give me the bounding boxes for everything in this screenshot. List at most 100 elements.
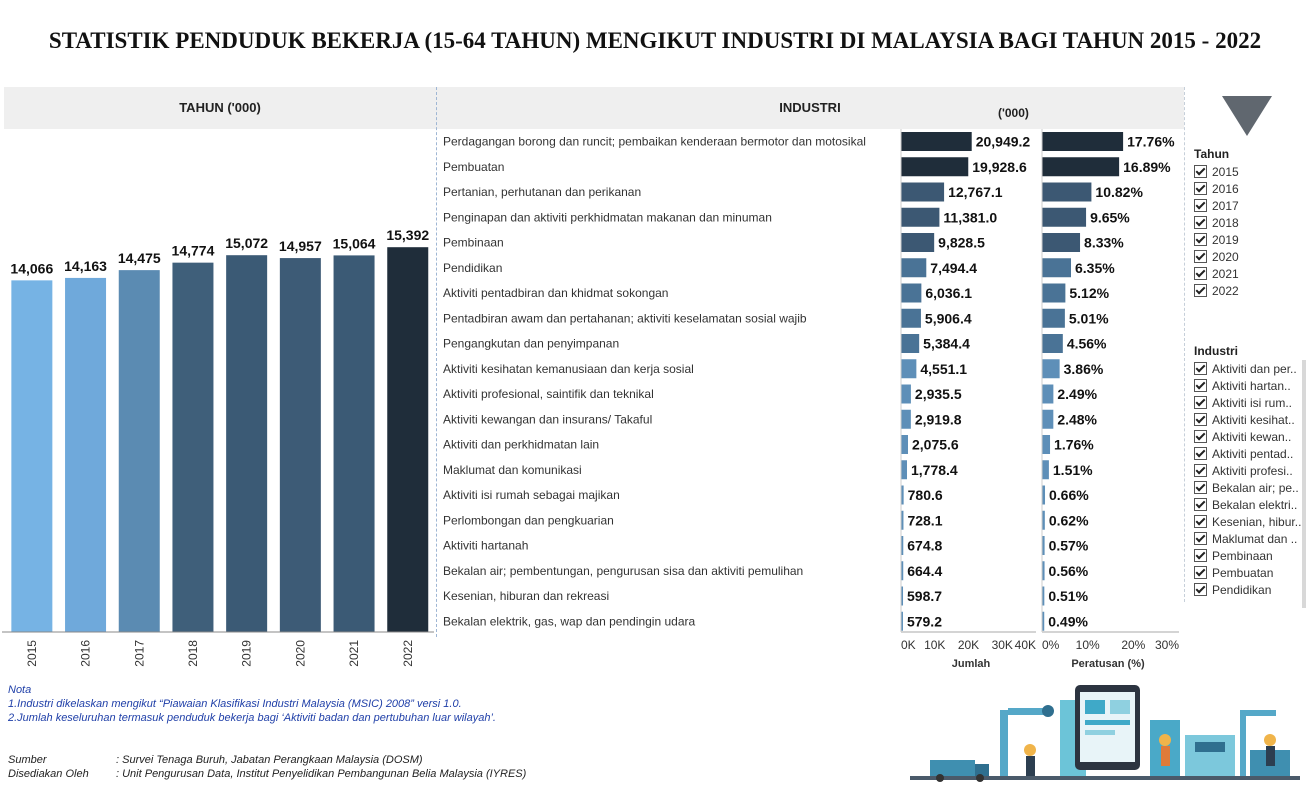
industry-label: Aktiviti profesional, saintifik dan tekn… xyxy=(443,387,654,401)
industry-filter-item-label: Kesenian, hibur.. xyxy=(1212,514,1302,529)
industry-filter-item[interactable]: Aktiviti kewan.. xyxy=(1194,428,1302,445)
industry-filter-item[interactable]: Aktiviti kesihat.. xyxy=(1194,411,1302,428)
year-value-label: 14,163 xyxy=(64,258,107,274)
year-filter-item[interactable]: 2022 xyxy=(1194,282,1306,299)
jumlah-value-label: 664.4 xyxy=(907,563,942,579)
industry-filter-list[interactable]: Aktiviti dan per.. Aktiviti hartan.. Aktiv… xyxy=(1194,360,1306,608)
jumlah-value-label: 5,384.4 xyxy=(923,336,970,352)
jumlah-tick-label: 40K xyxy=(1015,638,1036,652)
checkbox-icon[interactable] xyxy=(1194,379,1207,392)
checkbox-icon[interactable] xyxy=(1194,464,1207,477)
industry-label: Bekalan air; pembentungan, pengurusan si… xyxy=(443,564,803,578)
jumlah-bar xyxy=(901,359,917,379)
industry-filter-item[interactable]: Maklumat dan .. xyxy=(1194,530,1302,547)
checkbox-icon[interactable] xyxy=(1194,515,1207,528)
checkbox-icon[interactable] xyxy=(1194,413,1207,426)
year-filter-item[interactable]: 2021 xyxy=(1194,265,1306,282)
year-filter-item-label: 2017 xyxy=(1212,198,1239,213)
industry-label: Perlombongan dan pengkuarian xyxy=(443,513,614,527)
year-filter-item-label: 2018 xyxy=(1212,215,1239,230)
note-line: 2.Jumlah keseluruhan termasuk penduduk b… xyxy=(8,712,496,724)
checkbox-icon[interactable] xyxy=(1194,284,1207,297)
checkbox-icon[interactable] xyxy=(1194,233,1207,246)
peratusan-bar xyxy=(1042,586,1045,606)
year-filter-item-label: 2019 xyxy=(1212,232,1239,247)
industry-filter-item[interactable]: Bekalan elektri.. xyxy=(1194,496,1302,513)
peratusan-bar xyxy=(1042,435,1051,454)
industry-filter-item[interactable]: Pembinaan xyxy=(1194,547,1302,564)
industry-filter-item[interactable]: Aktiviti pentad.. xyxy=(1194,445,1302,462)
industry-label: Aktiviti isi rumah sebagai majikan xyxy=(443,488,620,502)
year-bar-chart: 14,066 2015 14,163 2016 14,475 2017 14,774 2018… xyxy=(2,227,434,667)
collapse-filters-icon[interactable] xyxy=(1222,96,1272,136)
checkbox-icon[interactable] xyxy=(1194,447,1207,460)
year-filter-item[interactable]: 2017 xyxy=(1194,197,1306,214)
checkbox-icon[interactable] xyxy=(1194,481,1207,494)
year-filter-item[interactable]: 2015 xyxy=(1194,163,1306,180)
peratusan-value-label: 0.62% xyxy=(1049,512,1089,528)
jumlah-bar xyxy=(901,207,940,227)
year-tick-label: 2017 xyxy=(132,640,146,667)
year-tick-label: 2021 xyxy=(347,640,361,667)
peratusan-axis-title: Peratusan (%) xyxy=(1071,658,1145,670)
industry-header: INDUSTRI xyxy=(779,100,841,115)
checkbox-icon[interactable] xyxy=(1194,566,1207,579)
checkbox-icon[interactable] xyxy=(1194,549,1207,562)
jumlah-bar xyxy=(901,611,903,631)
year-filter-item-label: 2022 xyxy=(1212,283,1239,298)
industry-filter-item-label: Aktiviti isi rum.. xyxy=(1212,395,1293,410)
peratusan-bar xyxy=(1042,283,1066,303)
peratusan-bar xyxy=(1042,157,1120,177)
jumlah-value-label: 6,036.1 xyxy=(925,285,972,301)
year-filter-item[interactable]: 2020 xyxy=(1194,248,1306,265)
checkbox-icon[interactable] xyxy=(1194,199,1207,212)
industry-filter-item-label: Aktiviti kesihat.. xyxy=(1212,412,1295,427)
industry-filter-item[interactable]: Kesenian, hibur.. xyxy=(1194,513,1302,530)
industry-filter-item[interactable]: Aktiviti dan per.. xyxy=(1194,360,1302,377)
industry-filter-item[interactable]: Pembuatan xyxy=(1194,564,1302,581)
checkbox-icon[interactable] xyxy=(1194,532,1207,545)
peratusan-bar xyxy=(1042,561,1045,581)
industry-label: Aktiviti hartanah xyxy=(443,539,528,553)
industry-filter-item[interactable]: Aktiviti profesi.. xyxy=(1194,462,1302,479)
jumlah-value-label: 11,381.0 xyxy=(943,209,997,225)
industry-filter-item[interactable]: Pendidikan xyxy=(1194,581,1302,598)
jumlah-tick-label: 0K xyxy=(901,638,916,652)
checkbox-icon[interactable] xyxy=(1194,250,1207,263)
industry-label: Perdagangan borong dan runcit; pembaikan… xyxy=(443,135,866,149)
year-value-label: 15,072 xyxy=(225,235,268,251)
year-filter-item[interactable]: 2019 xyxy=(1194,231,1306,248)
checkbox-icon[interactable] xyxy=(1194,165,1207,178)
industry-filter-item-label: Pembuatan xyxy=(1212,565,1274,580)
year-filter-item[interactable]: 2016 xyxy=(1194,180,1306,197)
peratusan-value-label: 1.51% xyxy=(1053,462,1093,478)
jumlah-bar xyxy=(901,586,904,606)
checkbox-icon[interactable] xyxy=(1194,267,1207,280)
checkbox-icon[interactable] xyxy=(1194,583,1207,596)
peratusan-bar xyxy=(1042,611,1045,631)
checkbox-icon[interactable] xyxy=(1194,362,1207,375)
year-tick-label: 2020 xyxy=(293,640,307,667)
checkbox-icon[interactable] xyxy=(1194,182,1207,195)
jumlah-value-label: 2,075.6 xyxy=(912,437,959,453)
year-filter-item-label: 2015 xyxy=(1212,164,1239,179)
industry-filter-item[interactable]: Aktiviti hartan.. xyxy=(1194,377,1302,394)
prepared-by-label: Disediakan Oleh xyxy=(8,768,89,780)
header-band xyxy=(4,87,1184,129)
year-filter-item[interactable]: 2018 xyxy=(1194,214,1306,231)
checkbox-icon[interactable] xyxy=(1194,396,1207,409)
industry-filter-item[interactable]: Aktiviti isi rum.. xyxy=(1194,394,1302,411)
year-tick-label: 2016 xyxy=(79,640,93,667)
checkbox-icon[interactable] xyxy=(1194,430,1207,443)
industry-filter-item[interactable]: Bekalan air; pe.. xyxy=(1194,479,1302,496)
jumlah-bar xyxy=(901,435,909,454)
industry-label: Pentadbiran awam dan pertahanan; aktivit… xyxy=(443,311,807,325)
checkbox-icon[interactable] xyxy=(1194,498,1207,511)
checkbox-icon[interactable] xyxy=(1194,216,1207,229)
jumlah-value-label: 728.1 xyxy=(907,512,942,528)
industry-label: Aktiviti dan perkhidmatan lain xyxy=(443,438,599,452)
peratusan-value-label: 3.86% xyxy=(1064,361,1104,377)
industry-label: Kesenian, hiburan dan rekreasi xyxy=(443,589,609,603)
industry-filter-item-label: Pembinaan xyxy=(1212,548,1273,563)
peratusan-value-label: 0.49% xyxy=(1048,613,1088,629)
